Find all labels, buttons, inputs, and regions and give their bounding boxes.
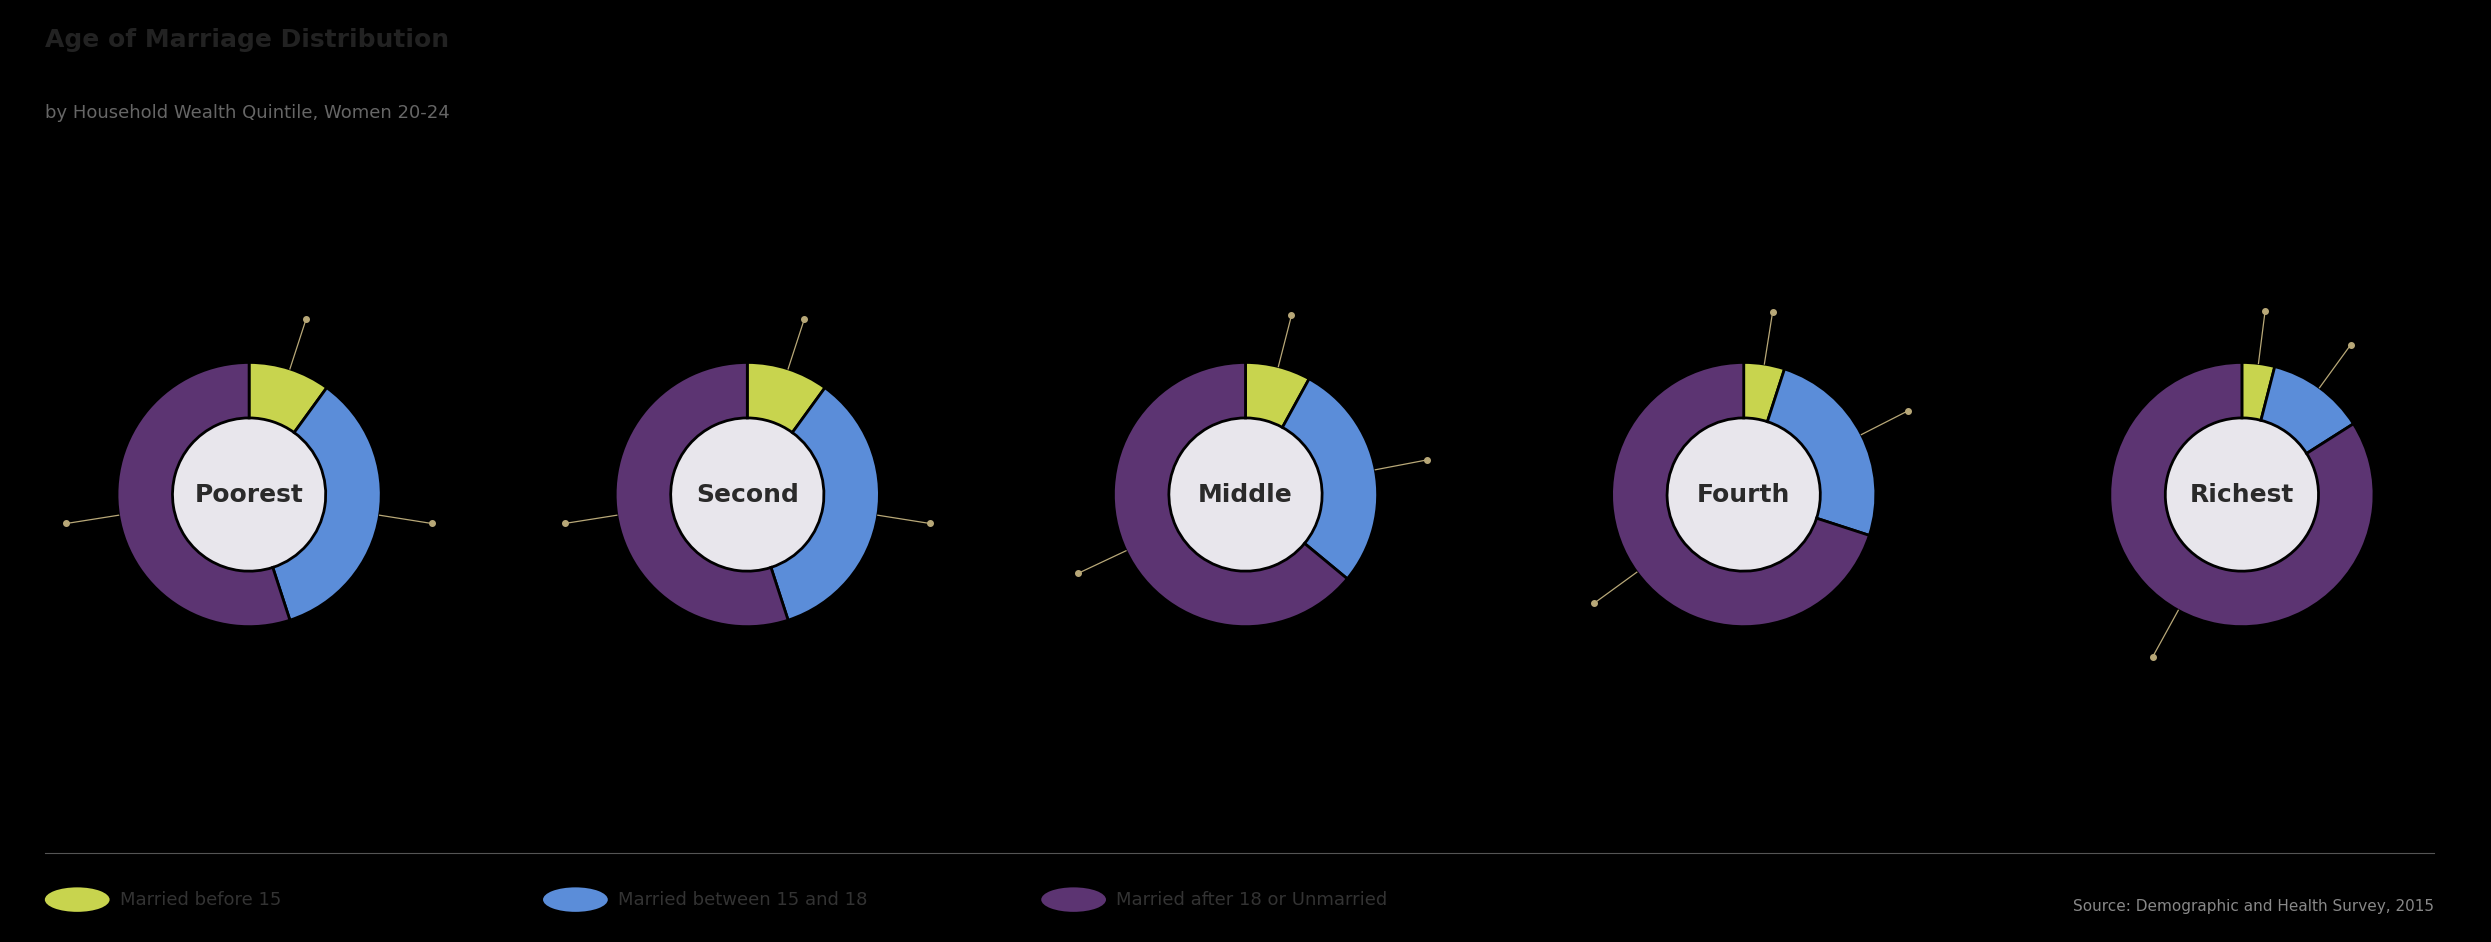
Circle shape [1666, 418, 1821, 571]
Wedge shape [615, 363, 787, 626]
Text: Poorest: Poorest [194, 482, 304, 507]
Text: Married after 18 or Unmarried: Married after 18 or Unmarried [1116, 890, 1387, 909]
Wedge shape [1612, 363, 1868, 626]
Text: Second: Second [695, 482, 800, 507]
Wedge shape [2262, 366, 2354, 453]
Text: Married between 15 and 18: Married between 15 and 18 [618, 890, 867, 909]
Wedge shape [249, 363, 326, 432]
Wedge shape [274, 388, 381, 620]
Text: Age of Marriage Distribution: Age of Marriage Distribution [45, 28, 448, 52]
Circle shape [670, 418, 825, 571]
Wedge shape [1769, 369, 1876, 535]
Wedge shape [1246, 363, 1310, 428]
Text: Middle: Middle [1198, 482, 1293, 507]
Text: Richest: Richest [2190, 482, 2294, 507]
Wedge shape [2110, 363, 2374, 626]
Wedge shape [117, 363, 289, 626]
Wedge shape [772, 388, 879, 620]
Circle shape [2165, 418, 2319, 571]
Text: Source: Demographic and Health Survey, 2015: Source: Demographic and Health Survey, 2… [2073, 899, 2434, 914]
Circle shape [172, 418, 326, 571]
Circle shape [1168, 418, 1323, 571]
Wedge shape [1113, 363, 1348, 626]
Wedge shape [2242, 363, 2274, 420]
Wedge shape [1283, 379, 1378, 578]
Text: Married before 15: Married before 15 [120, 890, 281, 909]
Text: by Household Wealth Quintile, Women 20-24: by Household Wealth Quintile, Women 20-2… [45, 104, 448, 122]
Text: Fourth: Fourth [1696, 482, 1791, 507]
Wedge shape [747, 363, 825, 432]
Wedge shape [1744, 363, 1784, 422]
